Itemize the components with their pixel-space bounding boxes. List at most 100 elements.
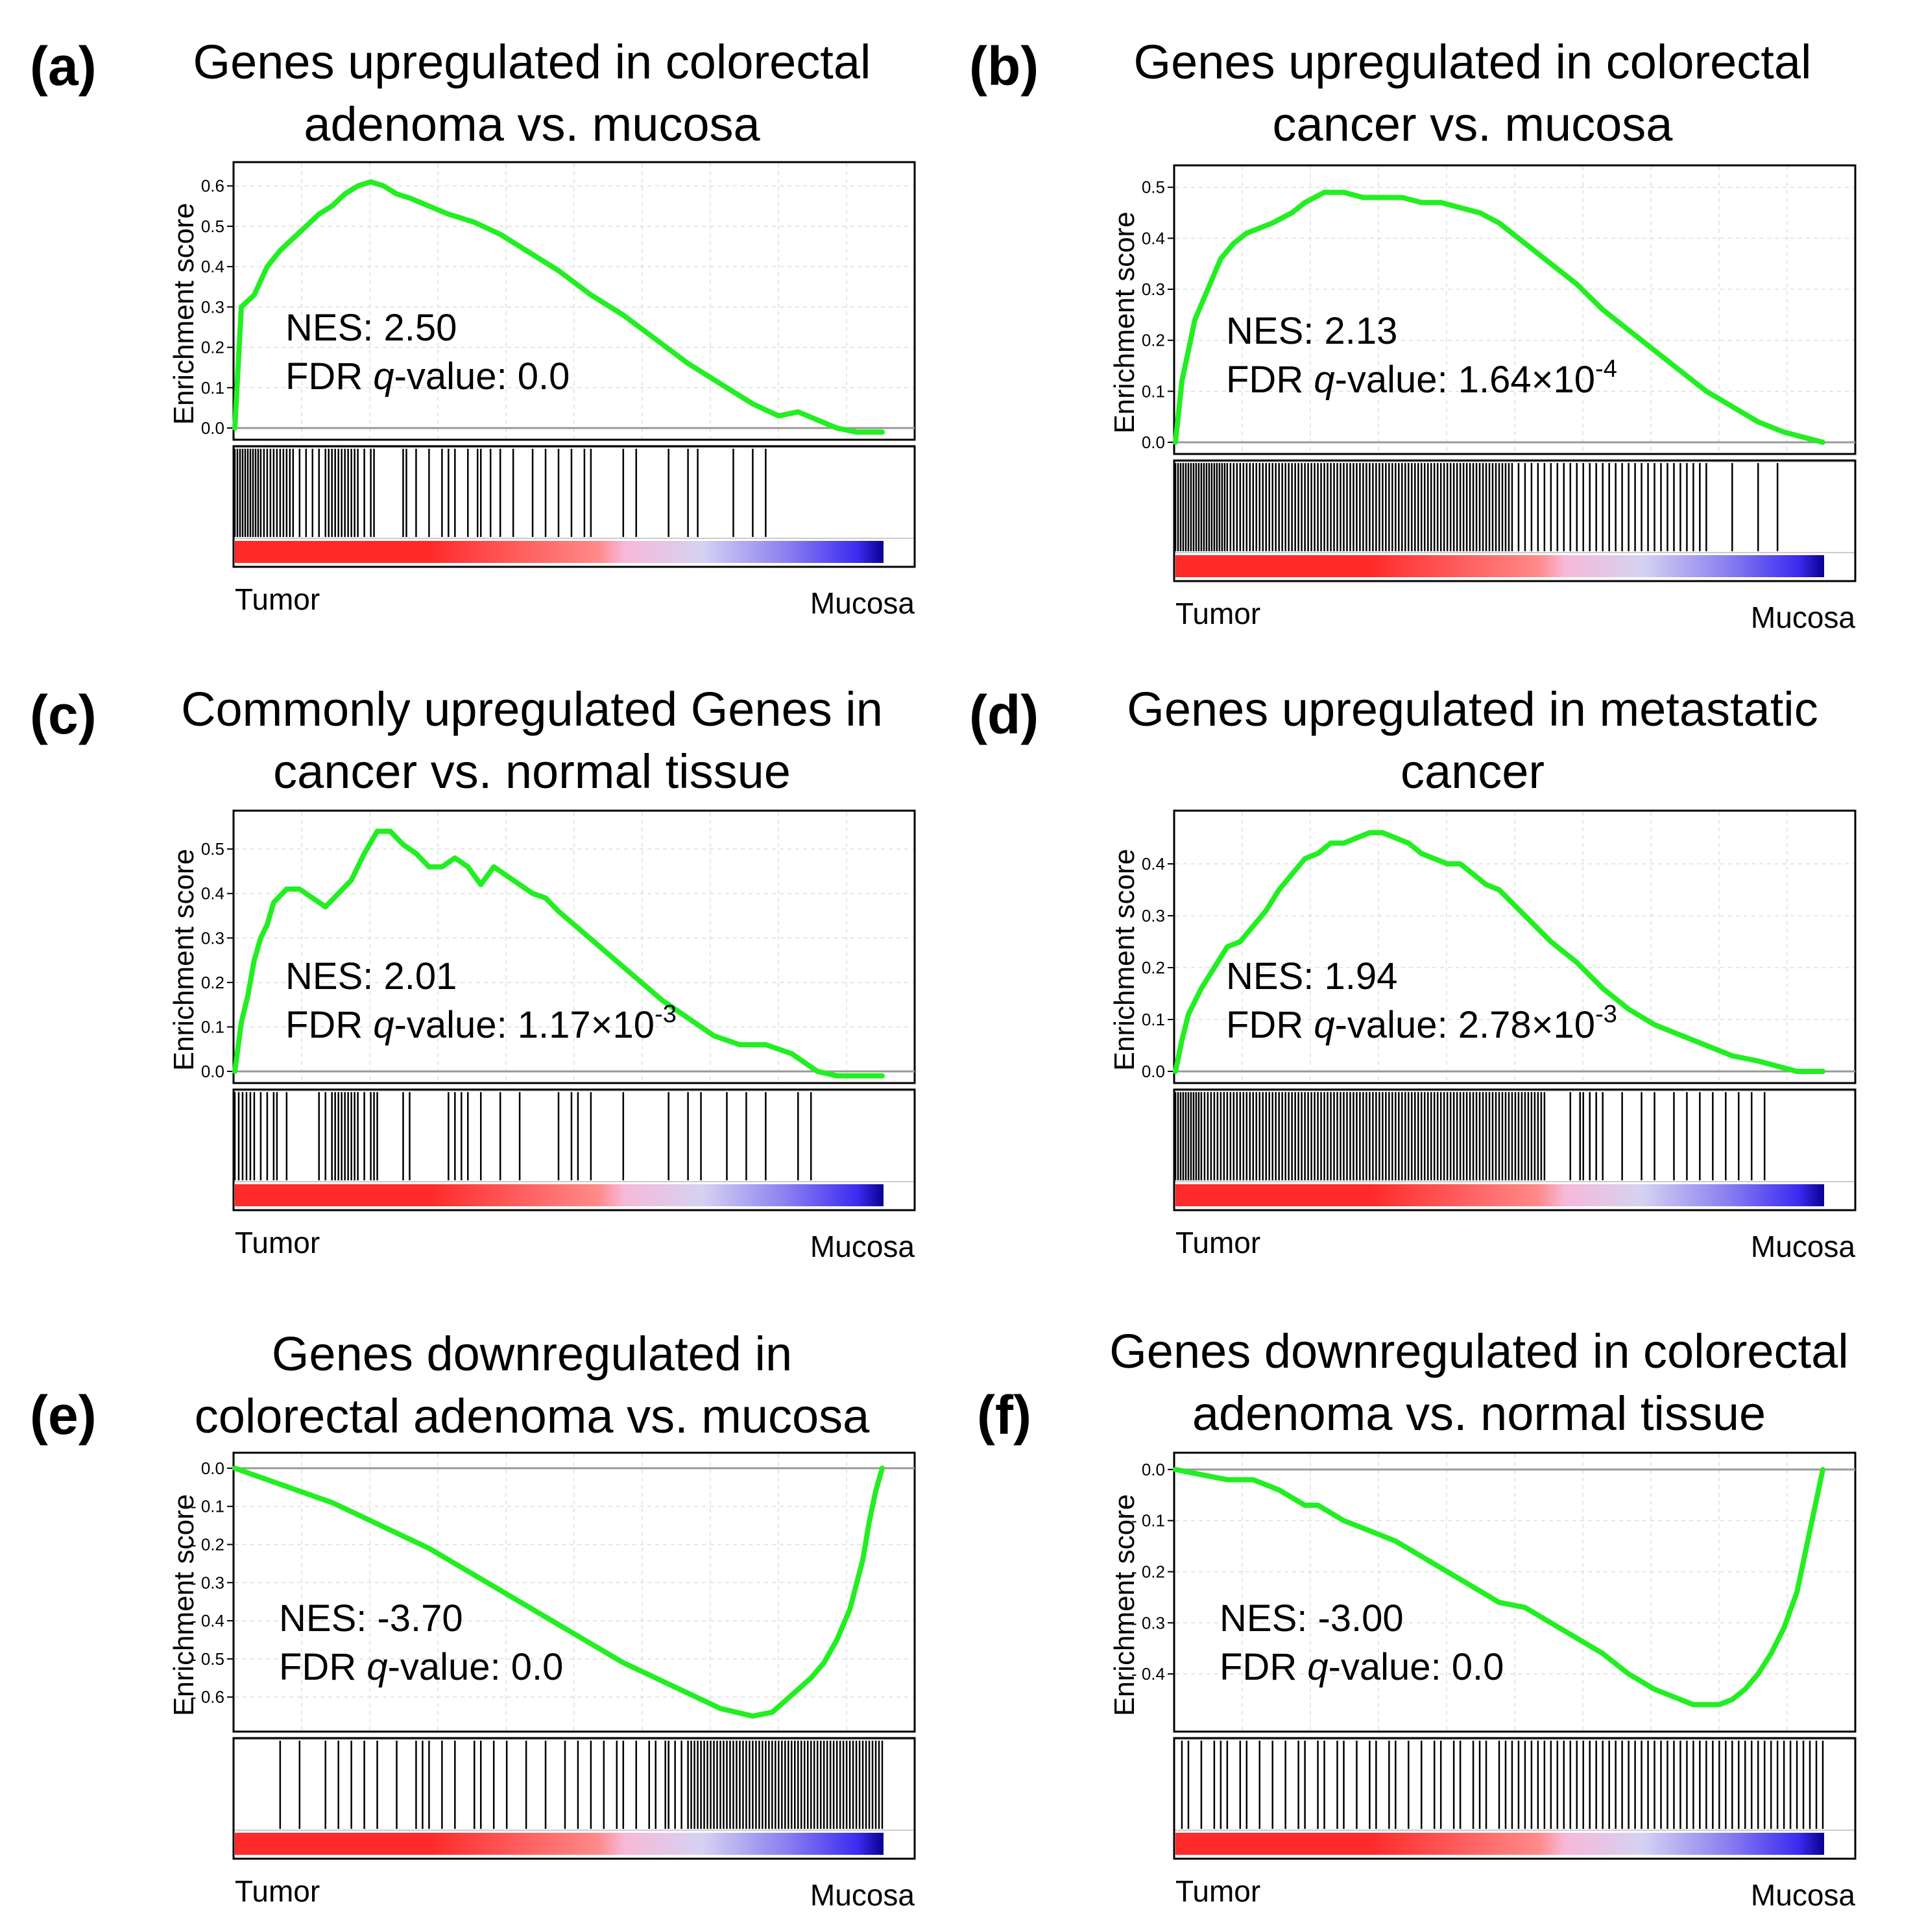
y-tick-label: 0.3 [1142, 906, 1165, 925]
hit-lines [234, 449, 767, 537]
title-line: Genes upregulated in colorectal [1133, 35, 1812, 89]
hit-area [233, 1090, 915, 1182]
panel-label: (f) [977, 1385, 1031, 1446]
nes-label: NES: 2.50 [285, 307, 457, 349]
fdr-label: FDR q-value: 0.0 [279, 1646, 563, 1688]
title-line: colorectal adenoma vs. mucosa [194, 1389, 870, 1443]
title-line: Genes downregulated in [271, 1327, 793, 1381]
y-tick-label: 0.0 [201, 1062, 224, 1081]
y-tick-label: 0.0 [1142, 433, 1165, 452]
fdr-value: 2.78×10 [1458, 1004, 1595, 1046]
y-axis: 0.0 0.1 0.2 0.3 0.4 0.5 0.6 [201, 176, 234, 438]
fdr-label: FDR q-value: 0.0 [1220, 1646, 1504, 1688]
nes-label: NES: 1.94 [1226, 955, 1397, 997]
fdr-q: q [1307, 1646, 1328, 1688]
title-line: adenoma vs. mucosa [304, 97, 760, 151]
fdr-label: FDR q-value: 2.78×10-3 [1226, 1001, 1617, 1046]
fdr-prefix: FDR [279, 1646, 367, 1688]
panel-title: Genes upregulated in colorectal cancer v… [1103, 31, 1842, 156]
ranked-list-bar [1175, 1184, 1824, 1206]
enrichment-curve [232, 828, 885, 1079]
ranked-list-bar [1175, 1833, 1824, 1855]
fdr-q: q [373, 355, 394, 398]
nes-label: NES: 2.01 [285, 955, 457, 997]
panel-label: (d) [969, 684, 1039, 745]
fdr-value: 1.64×10 [1458, 359, 1595, 401]
y-tick-label: - 0.1 [191, 1497, 224, 1516]
y-tick-label: - 0.6 [191, 1688, 224, 1707]
x-label-right: Mucosa [810, 1230, 915, 1263]
y-tick-label: 0.2 [1142, 331, 1165, 350]
grid [1175, 167, 1854, 453]
title-line: Genes upregulated in metastatic [1127, 682, 1818, 736]
y-axis-label: Enrichment score [1109, 849, 1140, 1071]
panel-label: (b) [969, 36, 1039, 97]
title-line: cancer [1400, 745, 1545, 798]
fdr-q: q [1314, 1004, 1334, 1046]
title-line: adenoma vs. normal tissue [1192, 1387, 1766, 1440]
y-tick-label: - 0.4 [191, 1611, 224, 1630]
y-tick-label: - 0.3 [191, 1573, 224, 1592]
panel-title: Genes upregulated in metastatic cancer [1103, 678, 1842, 803]
y-tick-label: 0.4 [201, 257, 224, 276]
fdr-label: FDR q-value: 1.17×10-3 [285, 1001, 677, 1046]
fdr-prefix: FDR [1226, 1004, 1314, 1046]
y-axis: 0.0 0.1 0.2 0.3 0.4 [1142, 854, 1174, 1081]
es-plot-area [1173, 1451, 1857, 1733]
x-label-right: Mucosa [810, 1878, 915, 1912]
y-tick-label: 0.0 [1142, 1062, 1165, 1081]
hit-area [233, 447, 915, 539]
panel-title: Genes upregulated in colorectal adenoma … [162, 31, 902, 156]
hit-area [1173, 1739, 1856, 1831]
enrichment-curve [1173, 189, 1825, 445]
lower-frame [1173, 1088, 1857, 1211]
es-plot-area [232, 161, 916, 441]
y-axis-label: Enrichment score [168, 203, 200, 425]
fdr-value: 0.0 [1452, 1646, 1504, 1688]
y-tick-label: 0.2 [201, 338, 224, 357]
fdr-prefix: FDR [285, 355, 373, 398]
panel-title: Genes downregulated in colorectal adenom… [162, 1323, 902, 1448]
fdr-q: q [1314, 359, 1334, 401]
y-tick-label: 0.5 [1142, 178, 1165, 197]
fdr-value: 0.0 [511, 1646, 564, 1688]
fdr-suffix: -value: [1335, 359, 1458, 401]
gsea-plot: 0.0 - 0.1 - 0.2 - 0.3 - 0.4 - 0.5 - 0.6Enrichm… [168, 1451, 916, 1912]
x-label-right: Mucosa [1751, 601, 1855, 634]
lower-frame [232, 1737, 916, 1860]
fdr-suffix: -value: [1335, 1004, 1458, 1046]
y-tick-label: 0.2 [1142, 958, 1165, 977]
ranked-list-bar [235, 1184, 884, 1206]
y-tick-label: - 0.5 [191, 1649, 224, 1669]
y-tick-label: 0.1 [1142, 1010, 1165, 1029]
title-line: Genes downregulated in colorectal [1109, 1324, 1849, 1378]
y-tick-label: 0.5 [201, 839, 224, 859]
hit-lines [1174, 1092, 1766, 1180]
fdr-label: FDR q-value: 0.0 [285, 355, 570, 398]
y-tick-label: 0.6 [201, 176, 224, 196]
fdr-suffix: -value: [394, 1004, 518, 1046]
x-label-right: Mucosa [1751, 1878, 1855, 1912]
y-tick-label: 0.3 [201, 928, 224, 948]
panel-title: Commonly upregulated Genes in cancer vs.… [162, 678, 902, 803]
y-tick-label: 0.0 [201, 1459, 224, 1478]
y-axis: 0.0 0.1 0.2 0.3 0.4 0.5 [1142, 178, 1174, 452]
y-tick-label: 0.1 [201, 378, 224, 398]
x-label-left: Tumor [1175, 597, 1260, 630]
hit-lines [1174, 463, 1779, 551]
fdr-prefix: FDR [1226, 359, 1314, 401]
y-axis-label: Enrichment score [168, 849, 200, 1071]
y-axis-label: Enrichment score [168, 1494, 200, 1716]
y-axis-label: Enrichment score [1109, 211, 1140, 433]
y-tick-label: 0.4 [1142, 228, 1165, 248]
x-label-left: Tumor [235, 1874, 320, 1908]
grid [235, 812, 913, 1082]
x-label-right: Mucosa [810, 586, 915, 620]
lower-frame [1173, 1737, 1857, 1860]
